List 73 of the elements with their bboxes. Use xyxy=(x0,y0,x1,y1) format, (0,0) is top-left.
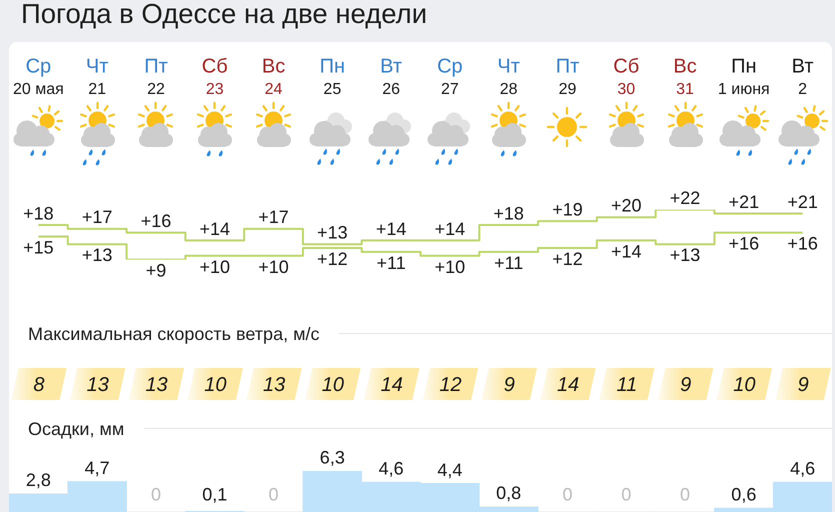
x-tick-label: Чт 28 xyxy=(497,56,520,98)
chart-title: Погода в Одессе на две недели xyxy=(21,0,428,30)
data-label: 2,8 xyxy=(26,470,51,490)
data-label: +12 xyxy=(552,249,583,270)
data-label: 10 xyxy=(204,374,226,396)
x-tick-label: Сб 30 xyxy=(613,56,640,98)
data-label: 0 xyxy=(268,484,279,504)
data-label: +19 xyxy=(552,200,583,220)
x-tick-label: Сб 23 xyxy=(202,56,228,98)
data-label: 0,8 xyxy=(496,483,522,504)
data-label: +10 xyxy=(258,256,289,277)
x-tick-label: Пт 29 xyxy=(556,56,580,98)
data-label: 13 xyxy=(145,374,168,396)
data-label: +18 xyxy=(493,203,524,224)
data-label: +14 xyxy=(434,218,466,239)
data-label: 6,3 xyxy=(320,447,345,468)
data-label: +20 xyxy=(610,196,642,216)
data-label: +9 xyxy=(146,260,166,281)
x-tick-label: Чт 21 xyxy=(86,56,108,98)
data-label: 13 xyxy=(86,374,109,396)
x-tick-label: Пн 25 xyxy=(320,56,346,98)
x-tick-label: Вт 2 xyxy=(792,56,814,98)
data-label: +13 xyxy=(670,245,700,266)
data-label: +17 xyxy=(258,207,289,228)
data-label: 4,6 xyxy=(378,458,404,478)
data-label: 8 xyxy=(33,374,45,396)
data-label: 0 xyxy=(562,484,572,504)
data-label: 12 xyxy=(439,374,462,396)
data-label: 4,7 xyxy=(84,458,110,478)
data-label: +14 xyxy=(199,218,230,239)
data-label: 9 xyxy=(504,374,515,396)
data-label: 0 xyxy=(621,484,632,504)
data-label: 13 xyxy=(263,374,286,396)
data-label: 14 xyxy=(556,374,580,396)
data-label: 0 xyxy=(150,484,161,504)
text: Максимальная скорость ветра, м/с xyxy=(28,322,320,345)
data-label: 0,1 xyxy=(202,484,228,504)
data-label: +14 xyxy=(376,218,406,239)
data-label: +15 xyxy=(23,238,54,258)
data-label: 9 xyxy=(798,374,809,396)
x-tick-label: Пн 1 июня xyxy=(718,56,770,98)
data-label: 11 xyxy=(616,374,638,396)
x-tick-label: Пт 22 xyxy=(144,56,168,98)
chart-title: Осадки, мм xyxy=(28,418,124,440)
data-label: +12 xyxy=(317,249,348,270)
data-label: +17 xyxy=(82,207,112,228)
data-label: +16 xyxy=(140,211,172,232)
data-label: 0,6 xyxy=(731,484,756,504)
data-label: 10 xyxy=(322,374,344,396)
data-label: 0 xyxy=(680,484,690,504)
x-tick-label: Вс 31 xyxy=(673,56,697,98)
data-label: +16 xyxy=(728,234,760,254)
data-label: 14 xyxy=(380,374,403,396)
data-label: +21 xyxy=(787,192,818,212)
x-tick-label: Вт 26 xyxy=(380,56,402,98)
data-label: +18 xyxy=(23,203,54,224)
x-tick-label: Ср 27 xyxy=(437,56,463,98)
data-label: +13 xyxy=(82,245,112,266)
data-label: +11 xyxy=(376,252,406,273)
data-label: +16 xyxy=(787,234,818,254)
data-label: +10 xyxy=(199,256,230,277)
x-tick-label: Вс 24 xyxy=(262,56,286,98)
data-label: 4,4 xyxy=(437,460,462,480)
x-tick-label: Ср 20 мая xyxy=(12,56,64,98)
data-label: 10 xyxy=(733,374,756,396)
data-label: 9 xyxy=(680,374,692,396)
data-label: +13 xyxy=(317,222,348,243)
data-label: +11 xyxy=(494,252,524,273)
data-label: +21 xyxy=(728,192,760,212)
data-label: +22 xyxy=(670,188,700,208)
data-label: 4,6 xyxy=(790,458,816,478)
data-label: +10 xyxy=(434,256,466,277)
data-label: +14 xyxy=(610,241,642,262)
